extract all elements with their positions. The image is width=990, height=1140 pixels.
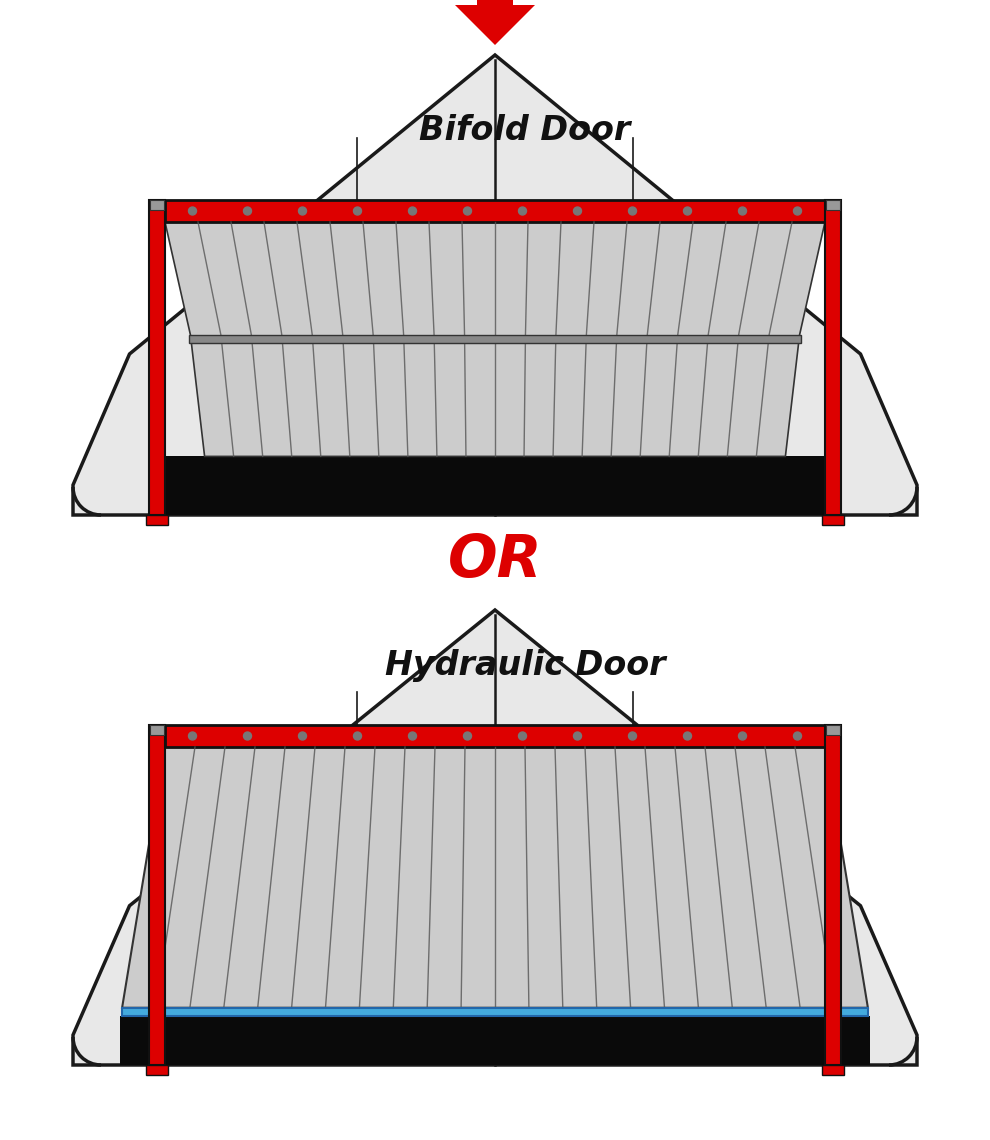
Circle shape <box>573 207 581 215</box>
Circle shape <box>683 207 691 215</box>
Circle shape <box>739 732 746 740</box>
Bar <box>146 515 168 526</box>
Text: Hydraulic Door: Hydraulic Door <box>385 649 665 682</box>
Circle shape <box>463 732 471 740</box>
Polygon shape <box>122 747 868 1008</box>
Polygon shape <box>149 200 165 515</box>
Text: OR: OR <box>447 531 543 588</box>
Polygon shape <box>191 343 799 456</box>
Polygon shape <box>455 0 535 44</box>
Polygon shape <box>163 456 827 515</box>
Bar <box>822 515 844 526</box>
Bar <box>826 200 840 210</box>
Circle shape <box>629 732 637 740</box>
Circle shape <box>573 732 581 740</box>
Circle shape <box>519 207 527 215</box>
Circle shape <box>188 207 196 215</box>
Polygon shape <box>122 1008 868 1016</box>
Text: Bifold Door: Bifold Door <box>420 114 631 147</box>
Polygon shape <box>165 222 825 340</box>
Circle shape <box>409 732 417 740</box>
Polygon shape <box>825 200 841 515</box>
Circle shape <box>683 732 691 740</box>
Polygon shape <box>165 725 825 747</box>
PathPatch shape <box>73 610 917 1065</box>
Bar <box>146 1065 168 1075</box>
Circle shape <box>353 732 361 740</box>
Polygon shape <box>165 200 825 222</box>
Bar <box>150 725 164 735</box>
Circle shape <box>409 207 417 215</box>
Circle shape <box>463 207 471 215</box>
Circle shape <box>739 207 746 215</box>
Polygon shape <box>189 335 801 343</box>
Circle shape <box>188 732 196 740</box>
Circle shape <box>244 207 251 215</box>
Bar <box>826 725 840 735</box>
Circle shape <box>244 732 251 740</box>
Circle shape <box>629 207 637 215</box>
Circle shape <box>299 207 307 215</box>
Bar <box>150 200 164 210</box>
Bar <box>822 1065 844 1075</box>
Polygon shape <box>825 725 841 1065</box>
Polygon shape <box>149 725 165 1065</box>
Circle shape <box>794 732 802 740</box>
PathPatch shape <box>73 55 917 515</box>
Circle shape <box>519 732 527 740</box>
Polygon shape <box>120 1016 870 1065</box>
Circle shape <box>353 207 361 215</box>
Circle shape <box>794 207 802 215</box>
Circle shape <box>299 732 307 740</box>
